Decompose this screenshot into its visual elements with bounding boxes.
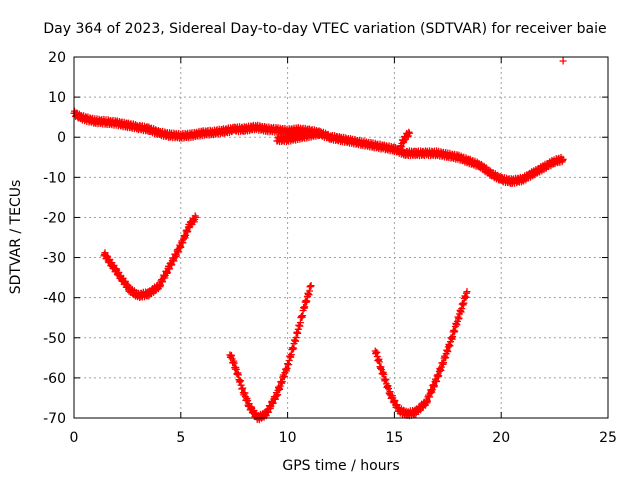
series-outlier [559,57,567,65]
chart-title: Day 364 of 2023, Sidereal Day-to-day VTE… [43,21,606,37]
y-tick-label: -60 [43,371,66,387]
x-tick-label: 0 [70,430,79,446]
series-arc-1 [100,212,200,301]
y-tick-label: 20 [48,50,66,66]
x-tick-label: 25 [599,430,617,446]
y-tick-label: -70 [43,411,66,427]
series-arc-3 [371,288,471,420]
x-tick-label: 15 [385,430,403,446]
x-tick-label: 20 [492,430,510,446]
label-layer: 0 5 10 15 20 25 -70 -60 -50 -40 -30 -20 -10 0 10 20 [43,50,617,446]
y-tick-label: -40 [43,291,66,307]
y-tick-label: -20 [43,210,66,226]
y-tick-label: -10 [43,170,66,186]
x-axis-title: GPS time / hours [282,458,399,474]
data-point-marker [463,288,471,296]
data-point-marker [307,282,315,290]
data-point-marker [316,129,324,137]
data-point-marker [559,57,567,65]
grid-layer [74,57,608,418]
series-arc-2 [226,282,315,424]
y-tick-label: -30 [43,251,66,267]
x-tick-label: 5 [176,430,185,446]
series-afternoon-step [397,128,413,151]
series-late-morning-branch [273,127,324,146]
plot-frame [73,56,609,419]
x-tick-label: 10 [279,430,297,446]
data-point-marker [192,213,200,221]
y-tick-label: -50 [43,331,66,347]
y-axis-title: SDTVAR / TECUs [8,180,24,295]
series-main-trace [70,107,567,187]
y-tick-label: 10 [48,90,66,106]
data-layer [70,57,567,424]
y-tick-label: 0 [57,130,66,146]
data-point-marker [405,129,413,137]
tick-layer [73,56,609,419]
data-point-marker [559,155,567,163]
